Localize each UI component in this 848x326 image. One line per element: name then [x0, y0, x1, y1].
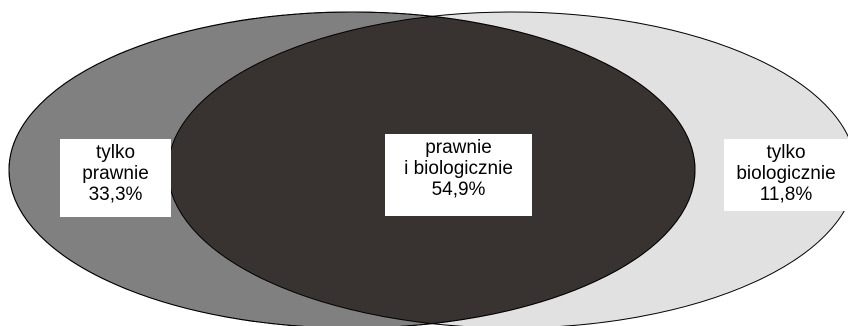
label-only-biological: tylko biologicznie 11,8%	[724, 139, 848, 211]
label-both-value: 54,9%	[431, 179, 486, 200]
label-only-legal: tylko prawnie 33,3%	[60, 139, 171, 217]
label-both-line2: i biologicznie	[404, 158, 513, 179]
label-only-legal-value: 33,3%	[88, 184, 143, 205]
left-ellipse-outline	[8, 11, 696, 326]
label-legal-and-biological: prawnie i biologicznie 54,9%	[385, 134, 532, 216]
label-only-biological-line1: tylko	[766, 142, 806, 163]
label-both-line1: prawnie	[425, 137, 492, 158]
label-only-biological-value: 11,8%	[759, 184, 813, 205]
label-only-biological-line2: biologicznie	[736, 163, 836, 184]
label-only-legal-line1: tylko	[95, 142, 136, 163]
label-only-legal-line2: prawnie	[82, 163, 149, 184]
